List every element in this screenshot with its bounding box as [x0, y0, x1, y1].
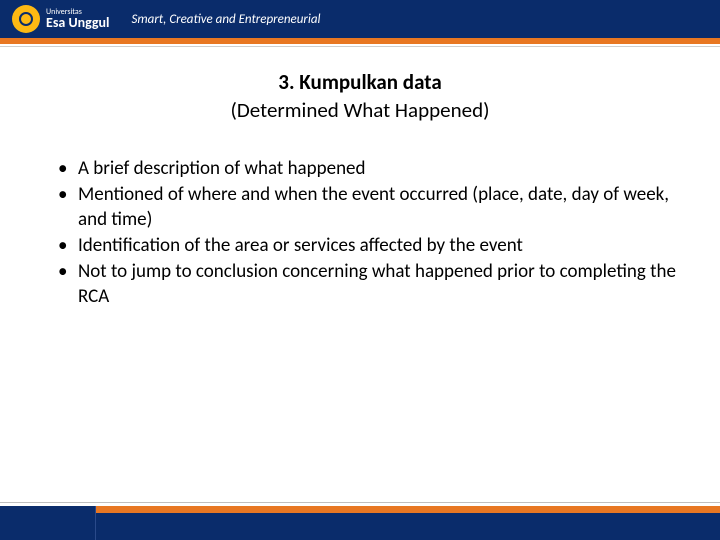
list-item: Not to jump to conclusion concerning wha…: [58, 260, 680, 309]
title-line2: (Determined What Happened): [40, 97, 680, 123]
divider-bottom: [0, 502, 720, 503]
brand-main: Esa Unggul: [46, 14, 110, 31]
footer: [0, 502, 720, 540]
list-item: A brief description of what happened: [58, 157, 680, 181]
brand-name: Universitas Esa Unggul: [46, 8, 110, 30]
header-bar: Universitas Esa Unggul Smart, Creative a…: [0, 0, 720, 38]
accent-bar-top: [0, 38, 720, 44]
list-item: Identification of the area or services a…: [58, 234, 680, 258]
footer-divider: [95, 506, 96, 540]
title-block: 3. Kumpulkan data (Determined What Happe…: [40, 69, 680, 123]
list-item: Mentioned of where and when the event oc…: [58, 183, 680, 232]
footer-accent: [95, 506, 720, 513]
logo-icon: [12, 5, 40, 33]
footer-bar: [0, 506, 720, 540]
slide-content: 3. Kumpulkan data (Determined What Happe…: [0, 47, 720, 309]
bullet-list: A brief description of what happened Men…: [40, 157, 680, 309]
title-line1: 3. Kumpulkan data: [40, 69, 680, 95]
tagline: Smart, Creative and Entrepreneurial: [132, 12, 321, 27]
